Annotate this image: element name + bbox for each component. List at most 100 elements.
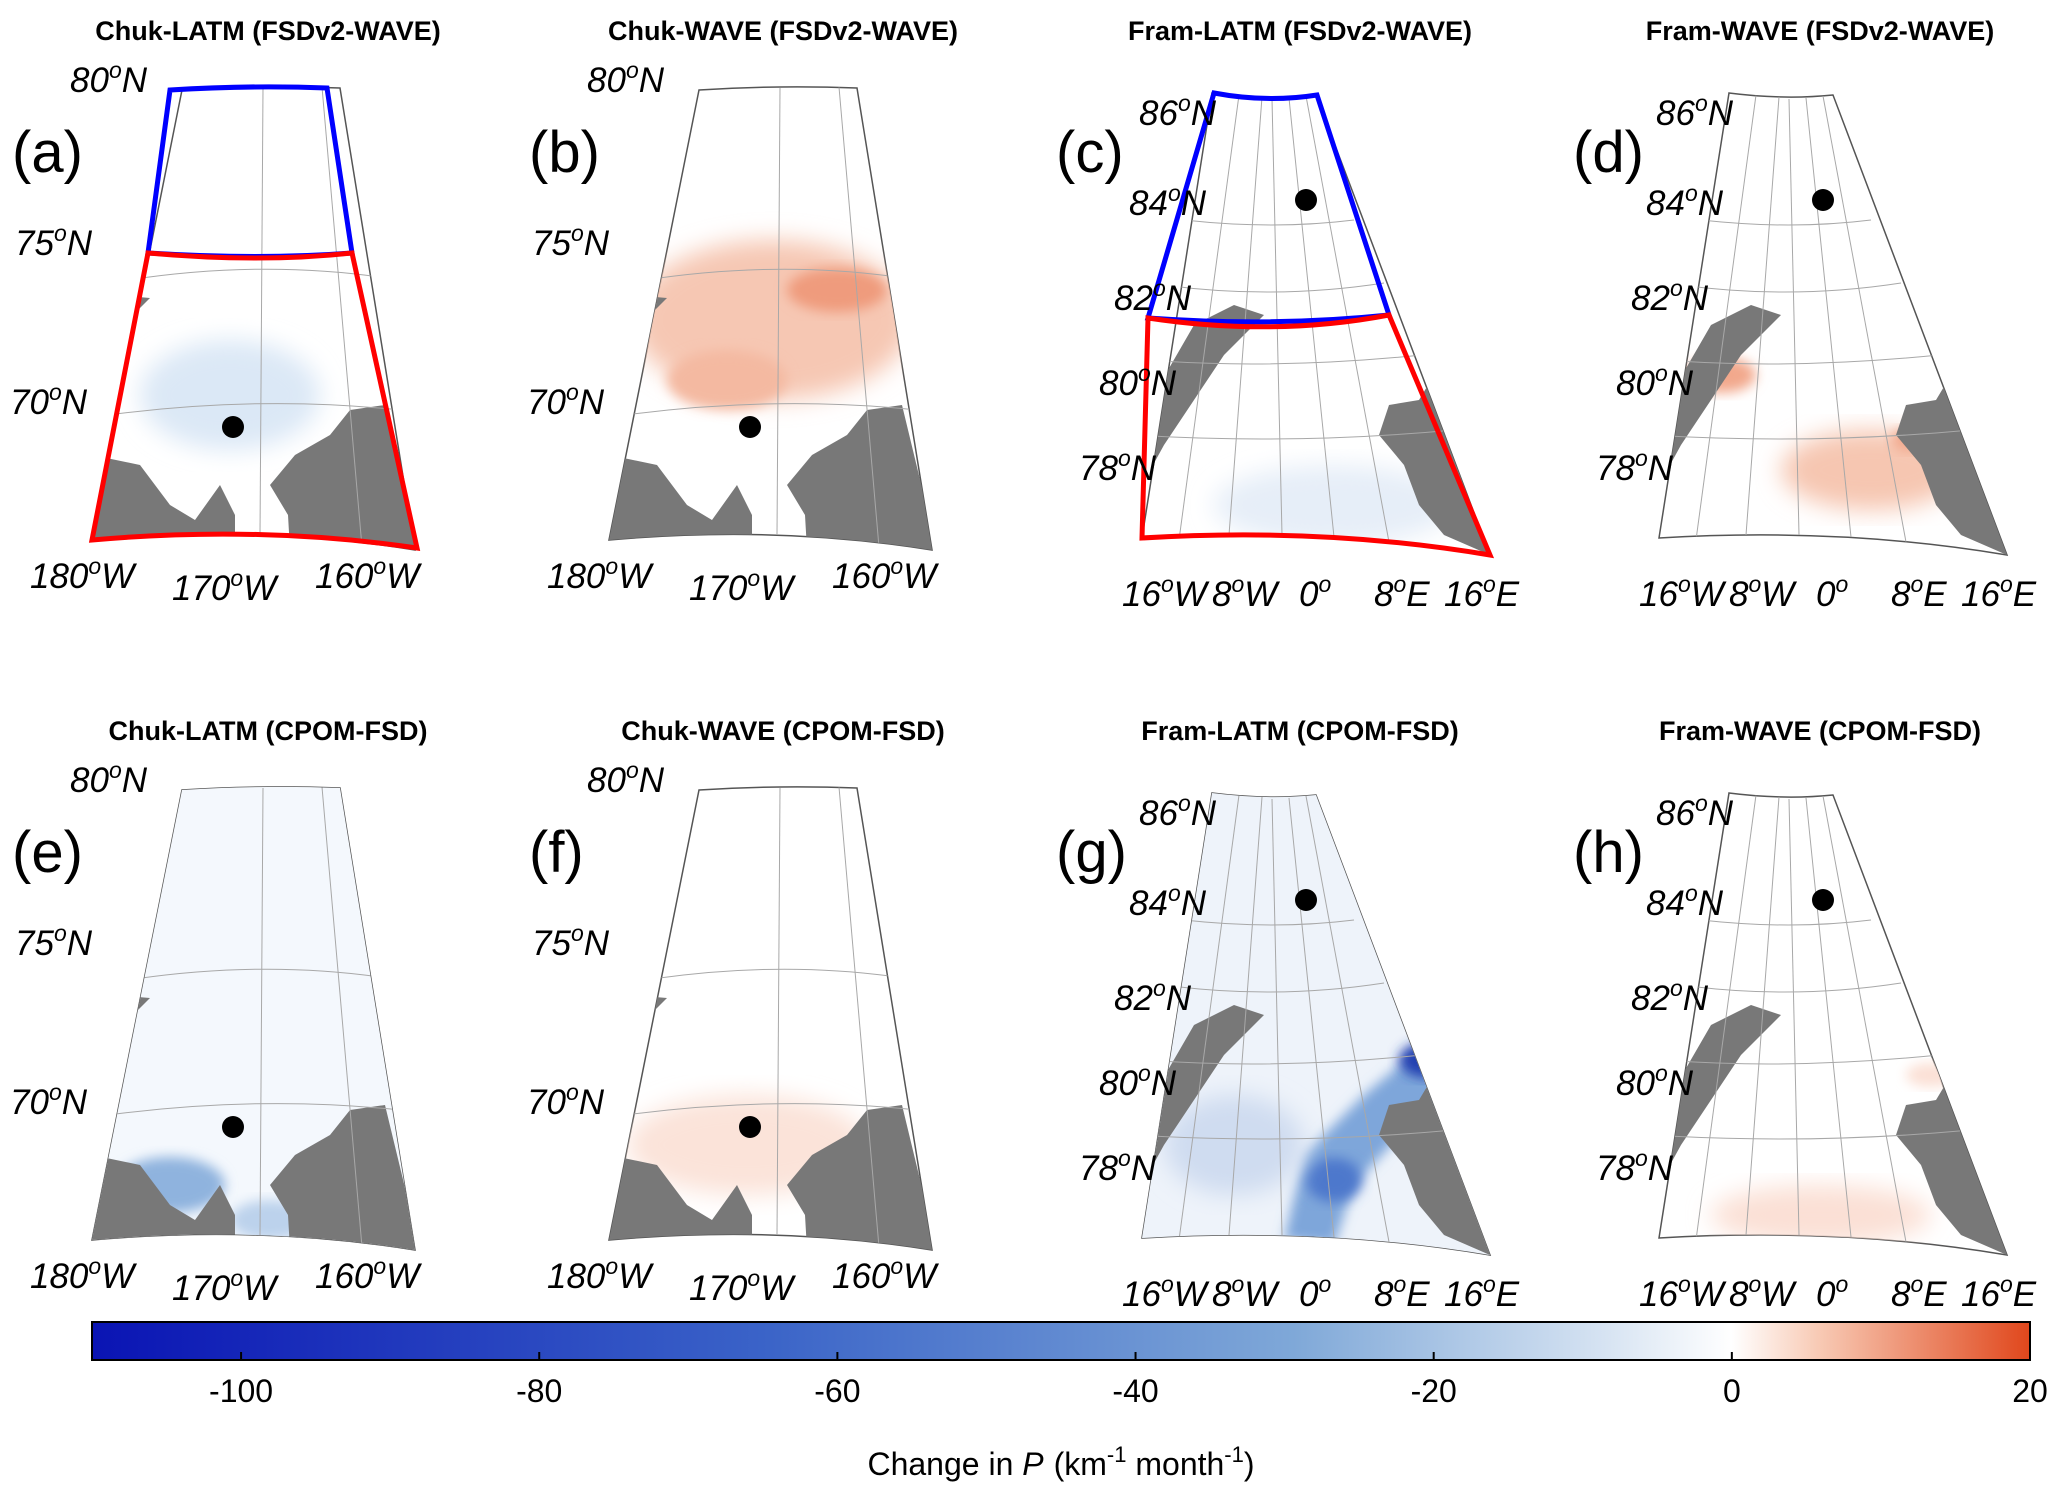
graticule-lat (107, 1103, 401, 1116)
graticule-lat (1700, 919, 1872, 926)
lat-label-75: 75oN (532, 920, 610, 963)
graticule-lat (1680, 282, 1902, 293)
land-greenland (1142, 1005, 1264, 1185)
graticule-lon (1178, 794, 1240, 1241)
field-positive (1906, 1063, 1956, 1087)
panel-title: Fram-WAVE (CPOM-FSD) (1659, 716, 1981, 746)
lon-label-160: 160oW (315, 1253, 422, 1296)
lon-label-16W: 16oW (1639, 571, 1727, 614)
lon-label-8E: 8oE (1891, 1271, 1947, 1314)
colorbar-ticks: -100 -80 -60 -40 -20 0 20 (209, 1352, 2048, 1409)
map-area (608, 86, 933, 551)
graticule-lon (1178, 94, 1240, 541)
lat-label-86: 86oN (1656, 790, 1734, 833)
graticule-lon (1745, 96, 1780, 536)
lat-label-80: 80oN (587, 57, 665, 100)
lat-label-70: 70oN (527, 379, 605, 422)
lon-label-16E: 16oE (1444, 571, 1520, 614)
point-marker (1295, 189, 1317, 211)
lon-label-0: 0o (1299, 1271, 1331, 1314)
lon-label-170: 170oW (172, 1265, 279, 1308)
lon-label-180: 180oW (547, 1253, 654, 1296)
map-area (1658, 792, 2009, 1256)
land-siberia (92, 1155, 235, 1245)
land-alaska (787, 1105, 932, 1250)
lon-label-170: 170oW (689, 1265, 796, 1308)
field-negative (140, 340, 320, 450)
land-siberia (609, 455, 752, 545)
lon-label-16W: 16oW (1122, 571, 1210, 614)
lat-label-80: 80oN (1616, 1060, 1694, 1103)
graticule-lon (1228, 96, 1263, 536)
colorbar-gradient (91, 1321, 2031, 1361)
land-siberia (92, 455, 235, 545)
graticule-lon (1788, 98, 1800, 536)
lon-label-0: 0o (1299, 571, 1331, 614)
graticule-lon (1695, 794, 1757, 1241)
lon-label-8E: 8oE (1374, 571, 1430, 614)
panel-g: Fram-LATM (CPOM-FSD) (g) 86oN 84oN 82oN 80oN 7… (1056, 716, 1520, 1314)
map-area (1658, 92, 2009, 556)
graticule-lon (838, 786, 880, 1248)
lat-label-82: 82oN (1114, 275, 1192, 318)
field-negative (1164, 1095, 1304, 1195)
land-island (1474, 360, 1490, 405)
lat-label-82: 82oN (1631, 975, 1709, 1018)
field-positive (667, 350, 787, 410)
lat-label-80: 80oN (1099, 360, 1177, 403)
region-box-south (1139, 312, 1495, 559)
colorbar-tick-label: 0 (1723, 1373, 1741, 1409)
lat-label-86: 86oN (1139, 790, 1217, 833)
colorbar-tick-label: -80 (516, 1373, 562, 1409)
panel-label: (c) (1056, 120, 1124, 185)
graticule-lon (1745, 796, 1780, 1236)
lon-label-8W: 8oW (1212, 571, 1280, 614)
panel-d: Fram-WAVE (FSDv2-WAVE) (d) 86oN 84oN 82oN 80o… (1573, 16, 2037, 614)
lon-label-8W: 8oW (1729, 571, 1797, 614)
lat-label-78: 78oN (1596, 1145, 1674, 1188)
point-marker (1812, 189, 1834, 211)
graticule-lat (1183, 919, 1355, 926)
lon-label-180: 180oW (30, 1253, 137, 1296)
lat-label-70: 70oN (10, 379, 88, 422)
graticule-lon (1695, 94, 1757, 541)
panel-title: Chuk-WAVE (FSDv2-WAVE) (608, 16, 958, 46)
panel-c: Fram-LATM (FSDv2-WAVE) (c) 86oN 84oN 82oN 80o… (1056, 16, 1520, 614)
colorbar-tick-label: 20 (2012, 1373, 2048, 1409)
lon-label-8E: 8oE (1374, 1271, 1430, 1314)
graticule-lat (1680, 982, 1902, 993)
lon-label-160: 160oW (832, 553, 939, 596)
lat-label-82: 82oN (1114, 975, 1192, 1018)
graticule-lon (259, 787, 264, 1236)
graticule-lat (1662, 354, 1940, 365)
lon-label-170: 170oW (689, 565, 796, 608)
point-marker (222, 416, 244, 438)
panel-label: (b) (529, 120, 600, 185)
panel-label: (e) (12, 820, 83, 885)
graticule-lat (1163, 282, 1385, 293)
land-svalbard (1379, 1075, 1490, 1255)
graticule-lon (1271, 98, 1283, 536)
field-negative-peak (1399, 1042, 1459, 1078)
lat-label-70: 70oN (527, 1079, 605, 1122)
graticule-lat (1142, 1129, 1455, 1140)
graticule-lat (127, 968, 381, 981)
graticule-lon (1288, 97, 1335, 538)
graticule-lon (838, 86, 880, 548)
map-area (88, 84, 421, 551)
field-negative-peak (1306, 1158, 1362, 1202)
land-island (1991, 1060, 2007, 1105)
region-box-south (88, 250, 421, 551)
graticule-lon (1305, 795, 1390, 1243)
graticule-lat (1659, 1129, 1972, 1140)
land-alaska (270, 405, 415, 550)
lat-label-84: 84oN (1646, 880, 1724, 923)
land-svalbard (1896, 1075, 2007, 1255)
map-area (91, 786, 416, 1251)
land-island (1991, 360, 2007, 405)
graticule-lat (1145, 1054, 1423, 1065)
panel-title: Fram-LATM (FSDv2-WAVE) (1128, 16, 1472, 46)
lon-label-160: 160oW (315, 553, 422, 596)
lat-label-75: 75oN (532, 220, 610, 263)
graticule-lat (1183, 219, 1355, 226)
